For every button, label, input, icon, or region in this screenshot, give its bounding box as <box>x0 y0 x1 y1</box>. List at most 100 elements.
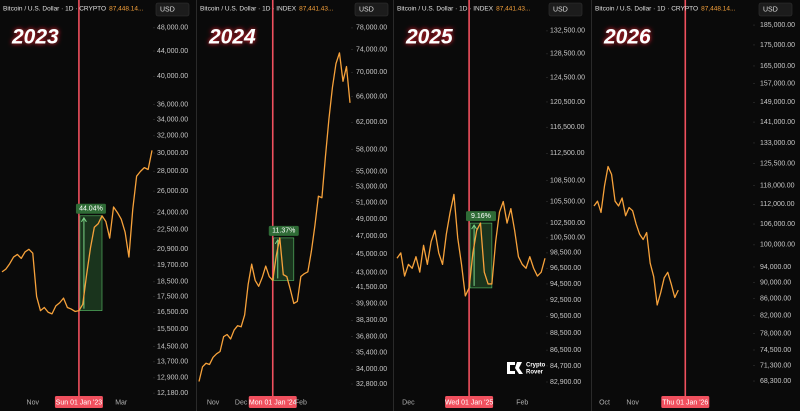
price-line <box>198 52 351 382</box>
y-tick-label: 41,500.00 <box>356 284 387 291</box>
y-tick-label: 74,500.00 <box>760 347 791 354</box>
y-tick-label: 96,500.00 <box>550 265 581 272</box>
currency-button <box>758 2 793 17</box>
x-tick-label: Dec <box>402 399 415 406</box>
y-tick-label: 55,000.00 <box>356 168 387 175</box>
y-tick-label: 175,000.00 <box>760 42 795 49</box>
x-tick-label: Nov <box>27 399 40 406</box>
date-marker-label: Thu 01 Jan '26 <box>662 399 708 406</box>
y-tick-label: 19,700.00 <box>157 262 188 269</box>
y-tick-label: 30,000.00 <box>157 150 188 157</box>
date-marker-label-bg <box>248 396 297 408</box>
y-tick-label: 92,500.00 <box>550 297 581 304</box>
y-tick-label: 132,500.00 <box>550 28 585 35</box>
y-tick-label: 39,900.00 <box>356 300 387 307</box>
year-title: 2024 <box>208 26 256 49</box>
y-tick-label: 26,000.00 <box>157 188 188 195</box>
y-tick-label: 100,500.00 <box>550 235 585 242</box>
y-tick-label: 116,500.00 <box>550 124 585 131</box>
y-tick-label: 66,000.00 <box>356 93 387 100</box>
currency-button <box>548 2 583 17</box>
y-tick-label: 157,000.00 <box>760 81 795 88</box>
y-tick-label: 90,000.00 <box>760 279 791 286</box>
measure-label: 11.37% <box>272 228 295 235</box>
y-tick-label: 88,500.00 <box>550 330 581 337</box>
y-tick-label: 78,000.00 <box>760 330 791 337</box>
y-tick-label: 90,500.00 <box>550 313 581 320</box>
measure-label-bg <box>75 203 106 214</box>
y-tick-label: 45,000.00 <box>356 251 387 258</box>
y-tick-label: 133,000.00 <box>760 140 795 147</box>
y-tick-label: 84,700.00 <box>550 363 581 370</box>
y-tick-label: 94,000.00 <box>760 264 791 271</box>
y-tick-label: 78,000.00 <box>356 25 387 32</box>
y-tick-label: 20,900.00 <box>157 246 188 253</box>
y-tick-label: 47,000.00 <box>356 233 387 240</box>
y-tick-label: 43,000.00 <box>356 270 387 277</box>
y-tick-label: 106,000.00 <box>760 221 795 228</box>
symbol-header: Bitcoin / U.S. Dollar · 1D · CRYPTO <box>595 6 698 13</box>
date-marker-label: Sun 01 Jan '23 <box>56 399 103 406</box>
y-tick-label: 40,000.00 <box>157 73 188 80</box>
last-price: 87,448.14... <box>109 6 144 13</box>
watermark-text: Rover <box>526 370 544 376</box>
y-tick-label: 112,500.00 <box>550 150 585 157</box>
x-tick-label: Feb <box>516 399 528 406</box>
watermark-text: Crypto <box>526 363 546 369</box>
y-tick-label: 71,300.00 <box>760 363 791 370</box>
y-tick-label: 48,000.00 <box>157 25 188 32</box>
currency-button <box>155 2 190 17</box>
measure-label-bg <box>465 211 496 222</box>
y-tick-label: 14,500.00 <box>157 344 188 351</box>
y-tick-label: 112,000.00 <box>760 201 795 208</box>
measure-arrow-head <box>471 224 478 230</box>
watermark-logo <box>507 362 523 374</box>
y-tick-label: 12,180.00 <box>157 390 188 397</box>
symbol-header: Bitcoin / U.S. Dollar · 1D · INDEX <box>397 6 494 13</box>
y-tick-label: 28,000.00 <box>157 168 188 175</box>
y-tick-label: 32,000.00 <box>157 133 188 140</box>
y-tick-label: 32,800.00 <box>356 381 387 388</box>
currency-label: USD <box>763 6 778 13</box>
y-tick-label: 74,000.00 <box>356 46 387 53</box>
last-price: 87,441.43... <box>299 6 334 13</box>
y-tick-label: 100,000.00 <box>760 242 795 249</box>
y-tick-label: 44,000.00 <box>157 48 188 55</box>
date-marker-label: Wed 01 Jan '25 <box>445 399 493 406</box>
y-tick-label: 35,400.00 <box>356 350 387 357</box>
y-tick-label: 86,500.00 <box>550 347 581 354</box>
y-tick-label: 82,000.00 <box>760 313 791 320</box>
y-tick-label: 120,500.00 <box>550 99 585 106</box>
y-tick-label: 86,000.00 <box>760 296 791 303</box>
y-tick-label: 128,500.00 <box>550 51 585 58</box>
y-tick-label: 22,500.00 <box>157 226 188 233</box>
x-tick-label: Feb <box>295 399 307 406</box>
y-tick-label: 98,500.00 <box>550 250 581 257</box>
measure-arrow-head <box>80 216 87 223</box>
y-tick-label: 36,000.00 <box>157 101 188 108</box>
y-tick-label: 17,500.00 <box>157 293 188 300</box>
last-price: 87,441.43... <box>496 6 531 13</box>
date-marker-label-bg <box>54 396 103 408</box>
symbol-header: Bitcoin / U.S. Dollar · 1D · CRYPTO <box>3 6 106 13</box>
currency-label: USD <box>359 6 374 13</box>
date-marker-label-bg <box>661 396 710 408</box>
measure-label: 9.16% <box>471 213 491 220</box>
y-tick-label: 102,500.00 <box>550 220 585 227</box>
y-tick-label: 118,000.00 <box>760 183 795 190</box>
y-tick-label: 53,000.00 <box>356 184 387 191</box>
price-line <box>1 150 153 315</box>
y-tick-label: 70,000.00 <box>356 69 387 76</box>
y-tick-label: 36,800.00 <box>356 334 387 341</box>
y-tick-label: 34,000.00 <box>356 366 387 373</box>
y-tick-label: 68,300.00 <box>760 378 791 385</box>
y-tick-label: 94,500.00 <box>550 281 581 288</box>
year-title: 2025 <box>405 26 453 49</box>
y-tick-label: 125,500.00 <box>760 161 795 168</box>
y-tick-label: 105,500.00 <box>550 198 585 205</box>
currency-button <box>354 2 389 17</box>
x-tick-label: Nov <box>207 399 220 406</box>
y-tick-label: 124,500.00 <box>550 74 585 81</box>
